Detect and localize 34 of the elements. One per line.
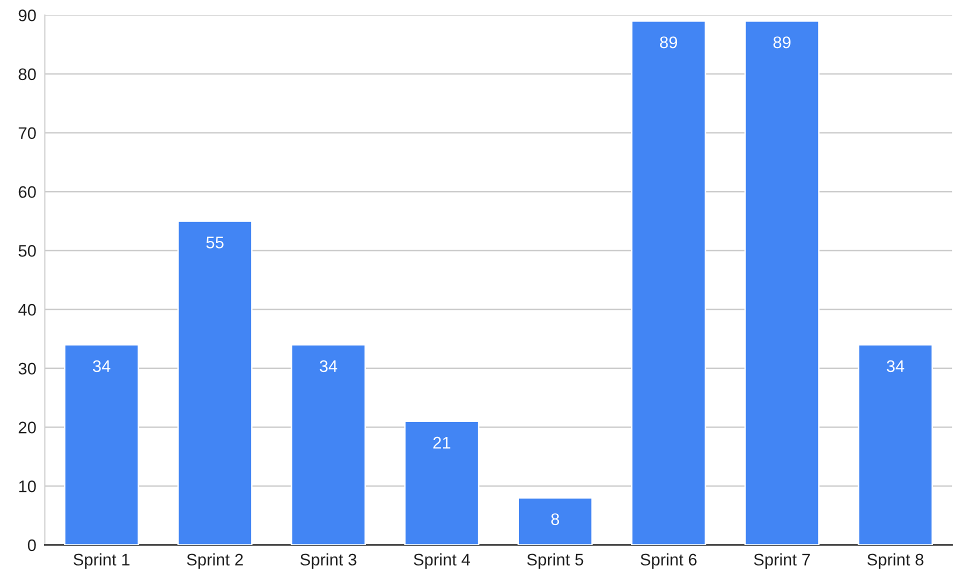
data-label: 34 [92,360,110,372]
bar [744,20,820,545]
data-label: 89 [660,36,678,48]
bar [858,344,933,545]
y-tick-label: 0 [28,539,36,552]
bar [290,344,366,545]
x-tick-label: Sprint 1 [74,553,130,569]
data-label: 34 [886,360,904,372]
x-tick-label: Sprint 7 [754,553,810,569]
bar [404,420,480,545]
y-tick-label: 60 [18,186,36,198]
bar [518,497,593,545]
data-label: 89 [773,36,790,48]
x-tick-label: Sprint 6 [640,553,697,569]
data-label: 21 [433,436,450,448]
x-tick-label: Sprint 8 [867,553,924,569]
y-tick-label: 40 [18,304,36,316]
y-tick-label: 20 [18,422,36,434]
y-tick-label: 90 [18,10,36,22]
bar [64,344,140,545]
y-tick-label: 10 [19,480,36,492]
data-label: 55 [206,236,224,248]
bar [177,220,252,545]
y-tick-label: 80 [18,68,36,80]
x-tick-label: Sprint 4 [414,553,470,569]
y-tick-label: 70 [18,127,36,140]
data-label: 34 [320,360,338,372]
x-tick-label: Sprint 2 [186,553,243,569]
data-label: 8 [551,513,560,526]
bar [631,20,706,545]
y-tick-label: 50 [18,245,36,257]
x-tick-label: Sprint 3 [300,553,356,569]
x-tick-label: Sprint 5 [527,553,584,569]
y-tick-label: 30 [18,362,36,375]
